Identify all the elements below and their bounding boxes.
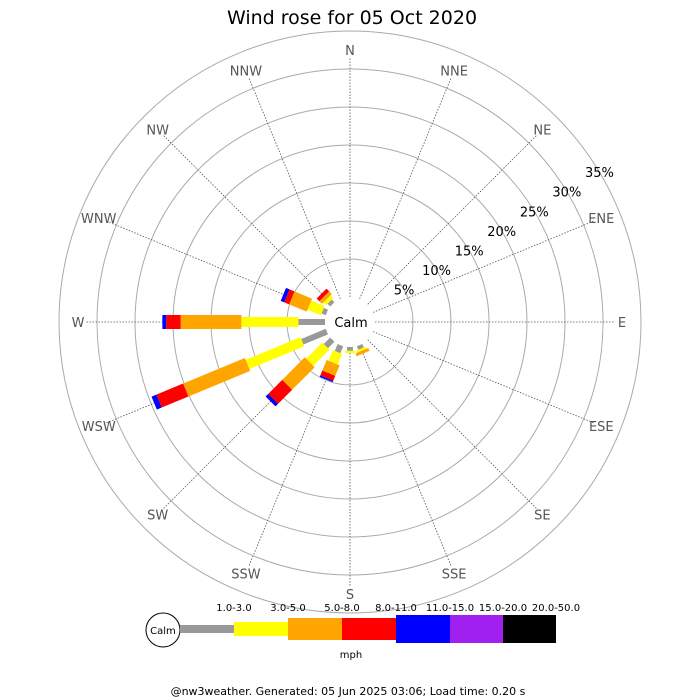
ring-label-3: 15% <box>455 244 484 259</box>
legend-swatch-7 <box>503 615 556 643</box>
bar-ssw-bin-2 <box>328 350 343 365</box>
footer-text: @nw3weather. Generated: 05 Jun 2025 03:0… <box>171 685 526 698</box>
legend-units: mph <box>340 650 362 661</box>
bar-sw-bin-5 <box>265 393 279 407</box>
legend-label-6: 15.0-20.0 <box>479 603 527 614</box>
legend-calm-label: Calm <box>150 626 176 637</box>
spoke-nne <box>359 77 452 300</box>
direction-label-nne: NNE <box>440 65 468 80</box>
direction-label-e: E <box>618 316 626 331</box>
spoke-ne <box>367 134 538 305</box>
ring-labels: 5% 10% 15%20% 25%30% 35% <box>394 166 614 298</box>
bar-sw-bin-3 <box>282 357 315 390</box>
bar-wsw-bin-1 <box>301 328 329 345</box>
legend-swatch-3 <box>288 618 342 640</box>
bar-wsw-bin-2 <box>245 337 305 370</box>
direction-label-wnw: WNW <box>81 212 117 227</box>
bar-ssw-bin-3 <box>322 359 340 376</box>
ring-7 <box>58 30 642 614</box>
bar-sw-bin-4 <box>268 379 293 404</box>
legend-label-4: 8.0-11.0 <box>375 603 417 614</box>
bar-wnw-bin-4 <box>284 289 295 305</box>
calm-label: Calm <box>334 316 367 331</box>
legend-label-3: 5.0-8.0 <box>324 603 359 614</box>
legend-swatch-2 <box>234 622 288 636</box>
speed-legend: Calm 1.0-3.0 3.0-5.0 5.0-8.0 8.0-11.0 11.0-15… <box>145 603 580 661</box>
direction-label-ese: ESE <box>589 420 614 435</box>
bar-wsw-bin-3 <box>183 357 251 397</box>
direction-label-w: W <box>72 316 85 331</box>
direction-label-n: N <box>345 44 355 59</box>
direction-label-wsw: WSW <box>82 420 116 435</box>
spoke-sse <box>359 344 452 567</box>
direction-label-nw: NW <box>146 124 169 139</box>
spoke-ssw <box>248 344 341 567</box>
spoke-ene <box>372 220 595 313</box>
bar-sw-bin-1 <box>323 337 335 349</box>
spoke-ese <box>372 331 595 424</box>
bar-nw-bin-1 <box>327 299 335 307</box>
legend-swatch-4 <box>342 618 396 640</box>
ring-label-4: 20% <box>487 225 516 240</box>
bar-ssw-bin-5 <box>319 375 334 383</box>
spoke-nnw <box>248 77 341 300</box>
bar-nw-bin-4 <box>316 288 330 302</box>
direction-label-sw: SW <box>147 508 168 523</box>
spoke-nw <box>162 134 333 305</box>
ring-label-1: 5% <box>394 284 415 299</box>
bar-sse-bin-1 <box>356 343 364 350</box>
bar-wnw-bin-2 <box>307 300 325 316</box>
bar-nw-bin-3 <box>319 291 332 304</box>
direction-label-se: SE <box>534 508 550 523</box>
bar-ssw-bin-1 <box>334 343 344 354</box>
ring-label-5: 25% <box>520 205 549 220</box>
bar-wnw-bin-5 <box>280 287 290 303</box>
direction-label-sse: SSE <box>442 567 467 582</box>
direction-label-nnw: NNW <box>230 65 262 80</box>
bar-wsw-bin-4 <box>156 383 189 408</box>
bar-sse-bin-2 <box>356 346 367 353</box>
bar-wnw-bin-3 <box>289 291 313 312</box>
ring-label-7: 35% <box>585 166 614 181</box>
legend-swatch-1 <box>180 625 234 633</box>
calm-circle <box>325 297 375 347</box>
direction-label-ne: NE <box>533 124 551 139</box>
legend-swatch-5 <box>396 615 450 643</box>
chart-title: Wind rose for 05 Oct 2020 <box>227 7 477 29</box>
legend-label-7: 20.0-50.0 <box>532 603 580 614</box>
spoke-se <box>367 339 538 510</box>
legend-label-2: 3.0-5.0 <box>270 603 305 614</box>
legend-swatch-6 <box>450 615 503 643</box>
legend-label-5: 11.0-15.0 <box>426 603 474 614</box>
legend-label-1: 1.0-3.0 <box>216 603 251 614</box>
direction-label-ene: ENE <box>588 212 614 227</box>
bar-wsw-bin-5 <box>151 394 162 410</box>
bar-nw-bin-2 <box>323 295 334 306</box>
bar-wnw-bin-1 <box>321 307 329 316</box>
bar-sse-bin-3 <box>355 348 370 357</box>
bar-sw-bin-2 <box>306 342 330 366</box>
direction-label-ssw: SSW <box>231 567 261 582</box>
bar-ssw-bin-4 <box>320 370 336 381</box>
ring-label-6: 30% <box>552 186 581 201</box>
direction-label-s: S <box>346 588 354 603</box>
direction-labels: N NNE NE ENE E ESE SE SSE S SSW SW WSW W WNW NW NNW <box>72 44 627 603</box>
ring-label-2: 10% <box>422 264 451 279</box>
wind-bars <box>151 287 370 410</box>
